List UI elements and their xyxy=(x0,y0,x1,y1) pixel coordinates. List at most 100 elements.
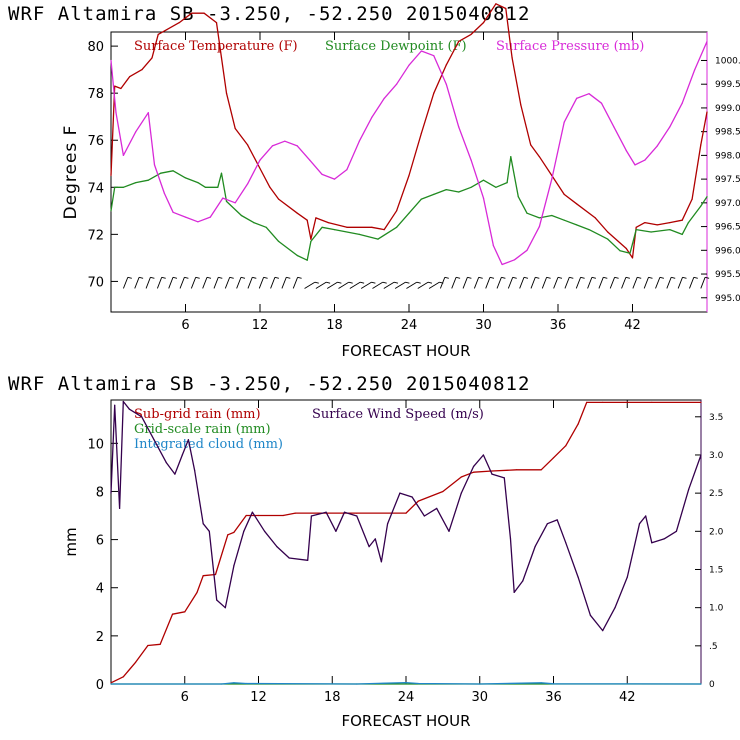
data-point xyxy=(214,573,217,576)
data-point xyxy=(651,401,653,403)
wind-barb-flag xyxy=(591,276,597,279)
data-point xyxy=(614,607,616,609)
data-point xyxy=(626,576,628,578)
data-point xyxy=(221,683,223,685)
chart2-series xyxy=(110,400,702,685)
data-point xyxy=(335,530,337,532)
data-point xyxy=(645,515,647,517)
chart2-y2-ticks: 0 .5 1.0 1.5 2.0 2.5 3.0 3.5 xyxy=(695,413,724,690)
data-point xyxy=(607,231,609,233)
data-point xyxy=(546,523,549,525)
data-point xyxy=(234,127,236,130)
data-point xyxy=(656,224,658,226)
data-point xyxy=(650,231,652,233)
data-point xyxy=(197,182,199,184)
data-point xyxy=(203,12,205,14)
data-point xyxy=(234,202,236,204)
data-point xyxy=(552,457,555,459)
data-point xyxy=(225,200,228,202)
data-point xyxy=(202,575,204,577)
chart2-title: WRF Altamira SB -3.250, -52.250 20150408… xyxy=(8,373,530,395)
data-point xyxy=(153,439,155,441)
data-point xyxy=(346,226,348,228)
data-point xyxy=(473,471,475,473)
data-point xyxy=(663,538,665,540)
wind-barb-flag xyxy=(489,276,495,279)
data-point xyxy=(460,476,462,478)
data-point xyxy=(565,445,567,447)
wind-barb-flag xyxy=(478,276,483,279)
wind-barb-flag xyxy=(195,276,200,279)
data-point xyxy=(691,198,693,200)
wind-barb-flag xyxy=(704,276,710,279)
data-point xyxy=(408,212,410,214)
data-point xyxy=(511,57,513,59)
data-point xyxy=(534,546,536,548)
data-point xyxy=(577,576,579,578)
data-point xyxy=(503,477,505,479)
data-point xyxy=(526,249,528,251)
temperature-chart: WRF Altamira SB -3.250, -52.250 20150408… xyxy=(8,3,740,360)
data-point xyxy=(694,69,696,71)
data-point xyxy=(594,217,596,219)
wind-barb xyxy=(360,281,372,289)
y2-tick-label: 996.0 xyxy=(715,246,740,256)
wind-barb xyxy=(507,277,514,289)
wind-barb xyxy=(122,277,129,289)
data-point xyxy=(110,683,112,685)
wind-barb xyxy=(394,281,406,289)
data-point xyxy=(706,196,708,198)
data-point xyxy=(306,219,308,221)
data-point xyxy=(135,661,137,663)
data-point xyxy=(327,222,329,224)
wind-barb xyxy=(587,277,593,289)
wind-barb-flag xyxy=(161,276,166,279)
data-point xyxy=(358,233,360,235)
wind-barb xyxy=(213,277,219,289)
data-point xyxy=(675,530,678,532)
data-point xyxy=(307,559,309,561)
data-point xyxy=(259,159,261,161)
data-point xyxy=(197,221,199,223)
data-point xyxy=(482,179,485,181)
data-point xyxy=(470,159,472,161)
data-point xyxy=(119,507,121,509)
chart1-x-ticks: 6 12 18 24 30 36 42 xyxy=(181,32,641,333)
series-line-surface-temperature-f xyxy=(110,3,708,259)
wind-barb xyxy=(451,277,457,289)
data-point xyxy=(408,64,410,66)
y-tick-label: 0 xyxy=(96,678,104,693)
wind-barb-flag xyxy=(229,276,234,279)
data-point xyxy=(644,222,646,224)
data-point xyxy=(700,683,702,685)
chart2-legend-subgrid: Sub-grid rain (mm) xyxy=(134,407,261,422)
data-point xyxy=(122,186,124,188)
data-point xyxy=(163,192,165,194)
data-point xyxy=(479,683,481,685)
y2-tick-label: 997.0 xyxy=(715,199,740,209)
wind-barb-flag xyxy=(337,281,342,284)
data-point xyxy=(147,179,149,181)
data-point xyxy=(174,473,176,475)
data-point xyxy=(110,174,112,177)
data-point xyxy=(540,469,542,471)
data-point xyxy=(433,55,435,57)
x-tick-label: 30 xyxy=(471,690,488,705)
data-point xyxy=(222,197,224,199)
wind-barb xyxy=(666,277,672,289)
data-point xyxy=(576,203,578,205)
wind-barb-flag xyxy=(659,276,665,279)
data-point xyxy=(396,210,398,212)
wind-barb-flag xyxy=(405,281,410,284)
y-tick-label: 8 xyxy=(96,485,104,500)
data-point xyxy=(482,197,485,199)
data-point xyxy=(171,613,174,615)
y-tick-label: 78 xyxy=(87,87,104,102)
chart1-y-ticks: 70 72 74 76 78 80 xyxy=(87,40,118,290)
y-tick-label: 2 xyxy=(96,630,104,645)
data-point xyxy=(517,196,519,198)
data-point xyxy=(631,243,634,245)
y2-tick-label: 1000.0 xyxy=(715,56,740,66)
y-tick-label: 4 xyxy=(96,582,104,597)
data-point xyxy=(368,546,370,548)
